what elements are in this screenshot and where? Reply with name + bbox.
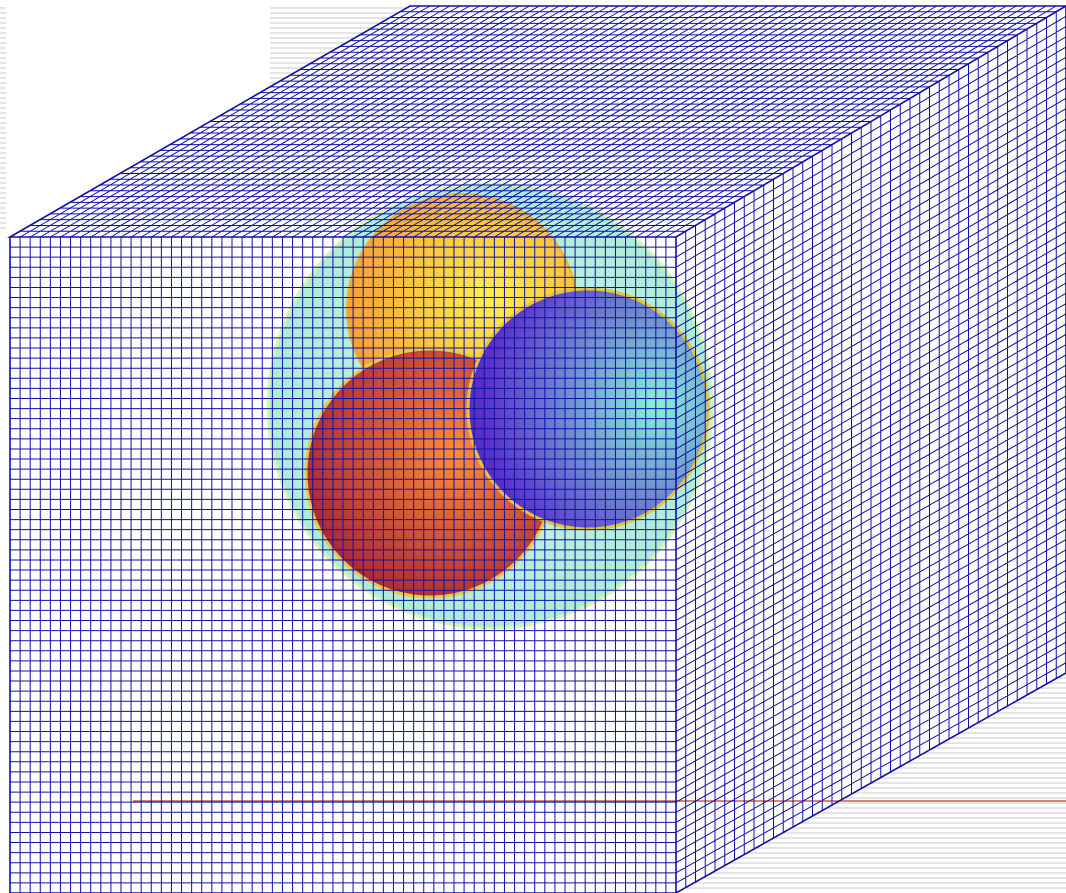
side-face-grid — [7, 5, 1066, 893]
left-edge-stripe-lines — [0, 7, 6, 229]
cube-outline — [7, 5, 1066, 893]
